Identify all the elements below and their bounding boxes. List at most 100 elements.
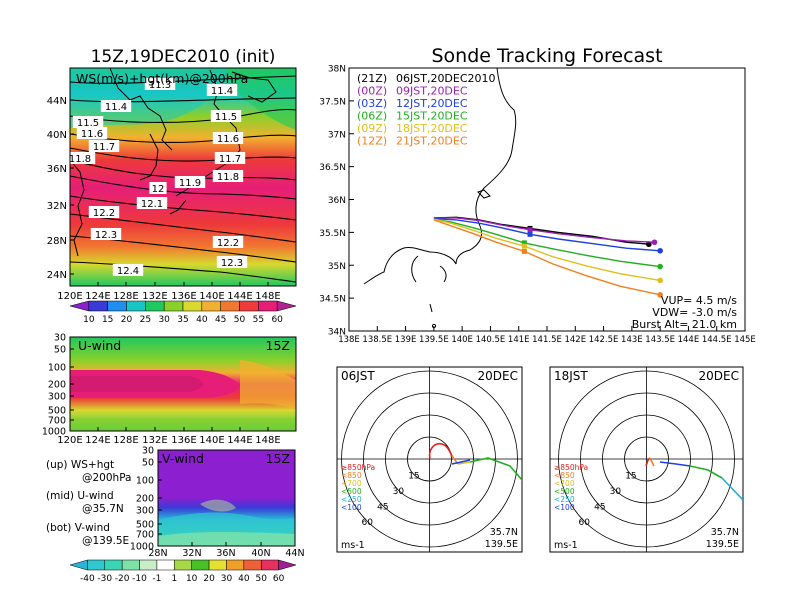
contour-label: 11.9 bbox=[179, 178, 201, 189]
u-p-tick-label: 30 bbox=[54, 333, 66, 344]
colorbar-swatch bbox=[239, 300, 259, 312]
legend-utc: (09Z) bbox=[357, 122, 387, 135]
legend-utc: (00Z) bbox=[357, 85, 387, 98]
hodo-legend-item: <250 bbox=[341, 495, 362, 504]
track-lon-tick-label: 142E bbox=[564, 335, 586, 345]
param-vdw: VDW= -3.0 m/s bbox=[652, 306, 737, 319]
map-lon-tick-label: 128E bbox=[113, 291, 138, 302]
hodo-time: 06JST bbox=[341, 369, 375, 383]
contour-label-box bbox=[136, 197, 168, 209]
colorbar-tick: 10 bbox=[186, 574, 198, 584]
hodo-ring-label: 15 bbox=[625, 472, 636, 482]
u-lon-tick-label: 124E bbox=[85, 435, 110, 446]
colorbar-tick: 40 bbox=[196, 315, 208, 325]
hodo-ring-label: 45 bbox=[594, 503, 605, 513]
hodo-trace bbox=[521, 480, 522, 482]
colorbar-swatch bbox=[139, 559, 158, 571]
contour-label: 11.7 bbox=[93, 142, 115, 153]
hodo-legend-item: <700 bbox=[341, 479, 362, 488]
map-lat-ticks: 44N 40N 36N 32N 28N 24N bbox=[47, 96, 74, 281]
colorbar-tick: 25 bbox=[140, 315, 151, 325]
contour-label-box bbox=[88, 206, 120, 218]
track-lat-tick-label: 37.5N bbox=[319, 97, 346, 107]
colorbar-tick: 45 bbox=[215, 315, 226, 325]
map-label: WS(m/s)+hgt(km)@200hPa bbox=[76, 71, 248, 86]
contour-label: 11.4 bbox=[211, 86, 233, 97]
colorbar-tick: -10 bbox=[132, 574, 147, 584]
u-wind-label: U-wind bbox=[78, 338, 121, 353]
u-lon-tick-label: 144E bbox=[227, 435, 252, 446]
map-lon-ticks: 120E 124E 128E 132E 136E 140E 144E 148E bbox=[57, 282, 281, 302]
colorbar-tick: 1 bbox=[171, 574, 177, 584]
v-p-tick-label: 300 bbox=[136, 506, 154, 517]
colorbar-swatch bbox=[226, 559, 245, 571]
legend-utc: (06Z) bbox=[357, 110, 387, 123]
hodo-legend-item: <250 bbox=[554, 495, 575, 504]
contour-label: 11.7 bbox=[219, 154, 241, 165]
colorbar-tick: 20 bbox=[121, 315, 133, 325]
v-lat-tick-label: 36N bbox=[216, 548, 235, 559]
track-end-marker bbox=[646, 241, 652, 248]
colorbar-tick: -20 bbox=[115, 574, 130, 584]
u-p-tick-label: 700 bbox=[48, 416, 66, 427]
colorbar-tick: 15 bbox=[102, 315, 113, 325]
track-lon-tick-label: 144.5E bbox=[702, 335, 732, 345]
u-lon-tick-label: 120E bbox=[57, 435, 82, 446]
map-lon-tick-label: 144E bbox=[227, 291, 252, 302]
hodo-trace bbox=[649, 457, 655, 467]
track-lon-tick-label: 141E bbox=[508, 335, 530, 345]
u-p-tick-label: 50 bbox=[54, 345, 66, 356]
contour-label: 11.4 bbox=[105, 102, 127, 113]
hodo-lat: 35.7N bbox=[490, 527, 518, 538]
contour-label-box bbox=[216, 256, 248, 268]
map-lon-tick-label: 124E bbox=[85, 291, 110, 302]
contour-label: 11.5 bbox=[77, 118, 99, 129]
hodo-rings bbox=[337, 367, 522, 552]
u-p-tick-label: 200 bbox=[48, 380, 66, 391]
legend-jst: 12JST,20DEC bbox=[396, 97, 468, 110]
hodo-legend-item: <700 bbox=[554, 479, 575, 488]
contour-label-box bbox=[70, 152, 96, 164]
colorbar-tick: 30 bbox=[158, 315, 170, 325]
hodo-ring-label: 60 bbox=[579, 518, 591, 528]
v-p-tick-label: 200 bbox=[136, 494, 154, 505]
legend-utc: (12Z) bbox=[357, 135, 387, 148]
map-lat-tick-label: 36N bbox=[47, 164, 67, 175]
track-mid-marker bbox=[521, 248, 527, 254]
track-lon-tick-label: 138E bbox=[338, 335, 360, 345]
map-lat-tick-label: 40N bbox=[47, 130, 67, 141]
v-wind-gray bbox=[200, 499, 236, 512]
contour-label-box bbox=[206, 84, 238, 96]
track-mid-marker bbox=[527, 231, 533, 237]
hodo-date: 20DEC bbox=[699, 369, 739, 383]
track-mid-marker bbox=[521, 243, 527, 249]
track-lon-tick-label: 140.5E bbox=[476, 335, 506, 345]
colorbar-swatch bbox=[258, 300, 278, 312]
track-lon-tick-label: 144E bbox=[678, 335, 700, 345]
track-end-marker bbox=[657, 263, 663, 270]
contour-label: 12.3 bbox=[95, 230, 117, 241]
hodo-ring-label: 45 bbox=[377, 503, 388, 513]
v-lat-tick-label: 44N bbox=[285, 548, 304, 559]
note-mid: (mid) U-wind bbox=[46, 490, 114, 502]
colorbar-swatch bbox=[191, 559, 210, 571]
height-contours bbox=[70, 75, 296, 283]
colorbar-tick: 55 bbox=[253, 315, 264, 325]
colorbar-tick: 40 bbox=[238, 574, 250, 584]
track-lon-tick-label: 143E bbox=[621, 335, 643, 345]
u-lon-tick-label: 132E bbox=[142, 435, 167, 446]
map-lon-tick-label: 136E bbox=[171, 291, 196, 302]
track-lon-tick-label: 138.5E bbox=[362, 335, 392, 345]
colorbar-tick: 50 bbox=[234, 315, 246, 325]
v-p-tick-label: 500 bbox=[136, 520, 154, 531]
contour-label-box bbox=[112, 264, 144, 276]
track-lat-tick-label: 34.5N bbox=[319, 295, 346, 305]
track-end-marker bbox=[657, 292, 663, 298]
hodo-legend-item: <850 bbox=[554, 471, 575, 480]
contour-label: 12 bbox=[152, 184, 165, 195]
colorbar-swatch bbox=[88, 300, 108, 312]
track-mid-marker bbox=[527, 227, 533, 233]
contour-label-box bbox=[90, 228, 122, 240]
